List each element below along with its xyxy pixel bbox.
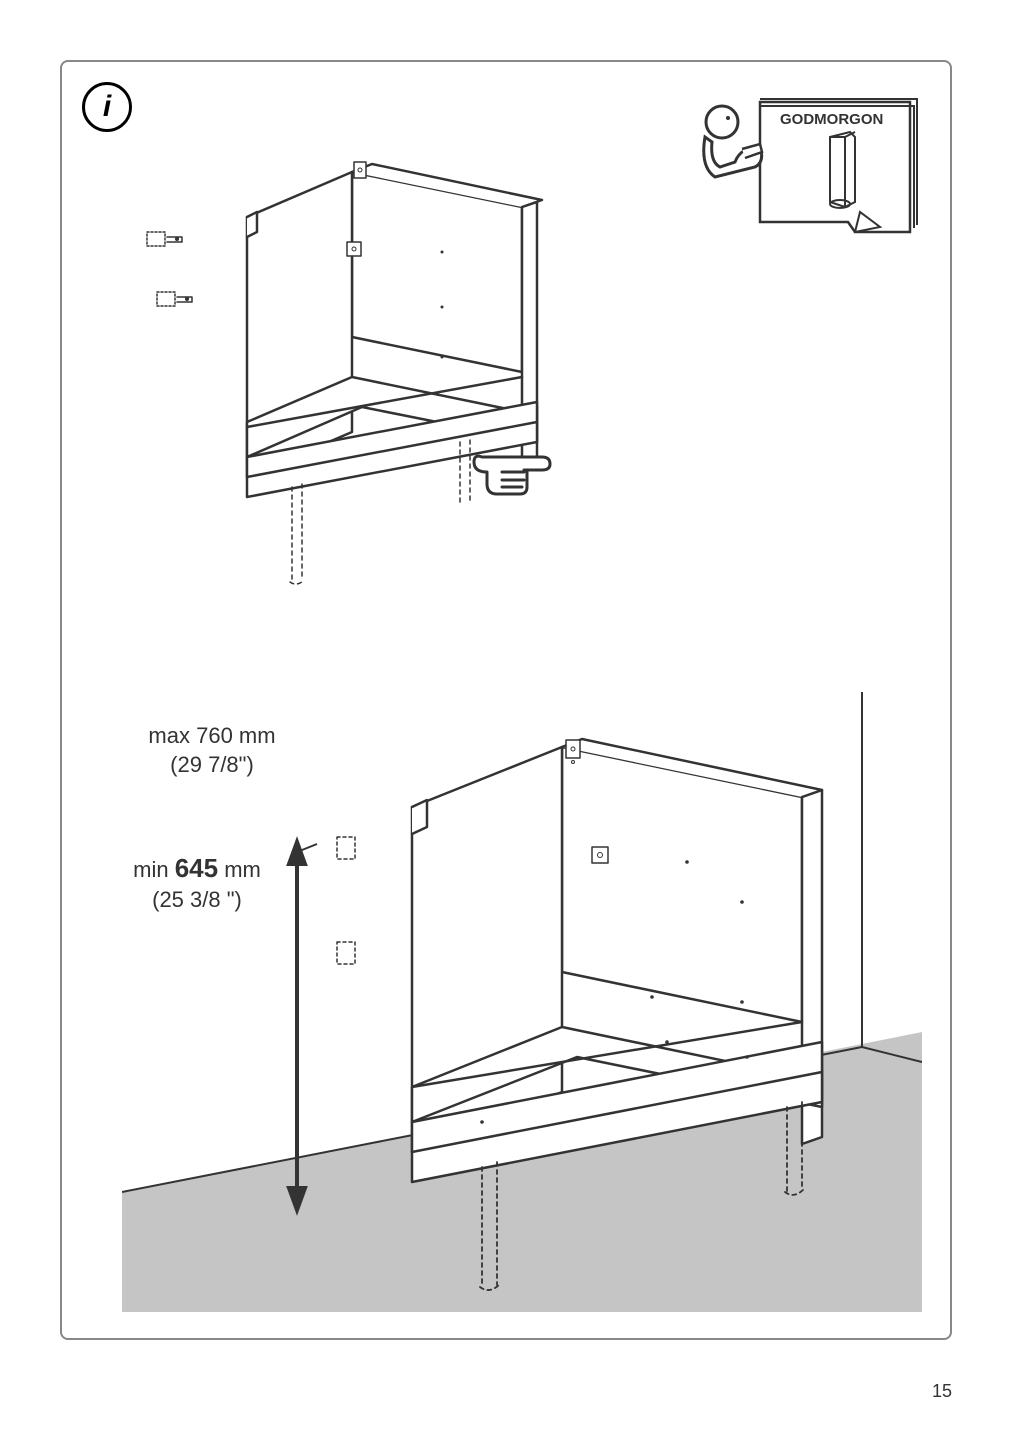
dimension-min: min 645 mm (25 3/8 ") — [97, 852, 297, 914]
dim-min-unit: mm — [224, 857, 261, 882]
manual-reference: GODMORGON — [700, 92, 920, 242]
dim-min-value: 645 — [175, 853, 218, 883]
dim-min-prefix: min — [133, 857, 168, 882]
dim-max-mm: max 760 mm — [148, 723, 275, 748]
upper-diagram-svg — [142, 142, 642, 592]
lower-diagram — [122, 692, 922, 1312]
dim-min-in: (25 3/8 ") — [152, 887, 242, 912]
info-icon: i — [82, 82, 132, 132]
manual-title-text: GODMORGON — [780, 111, 883, 128]
lower-diagram-svg — [122, 692, 922, 1312]
manual-ref-svg: GODMORGON — [700, 92, 920, 242]
upper-diagram — [142, 142, 642, 592]
info-icon-circle: i — [82, 82, 132, 132]
info-icon-label: i — [103, 90, 111, 124]
dim-max-in: (29 7/8") — [170, 752, 254, 777]
page-frame: i GODMORGON — [60, 60, 952, 1340]
dimension-max: max 760 mm (29 7/8") — [122, 722, 302, 779]
page-number: 15 — [932, 1381, 952, 1402]
